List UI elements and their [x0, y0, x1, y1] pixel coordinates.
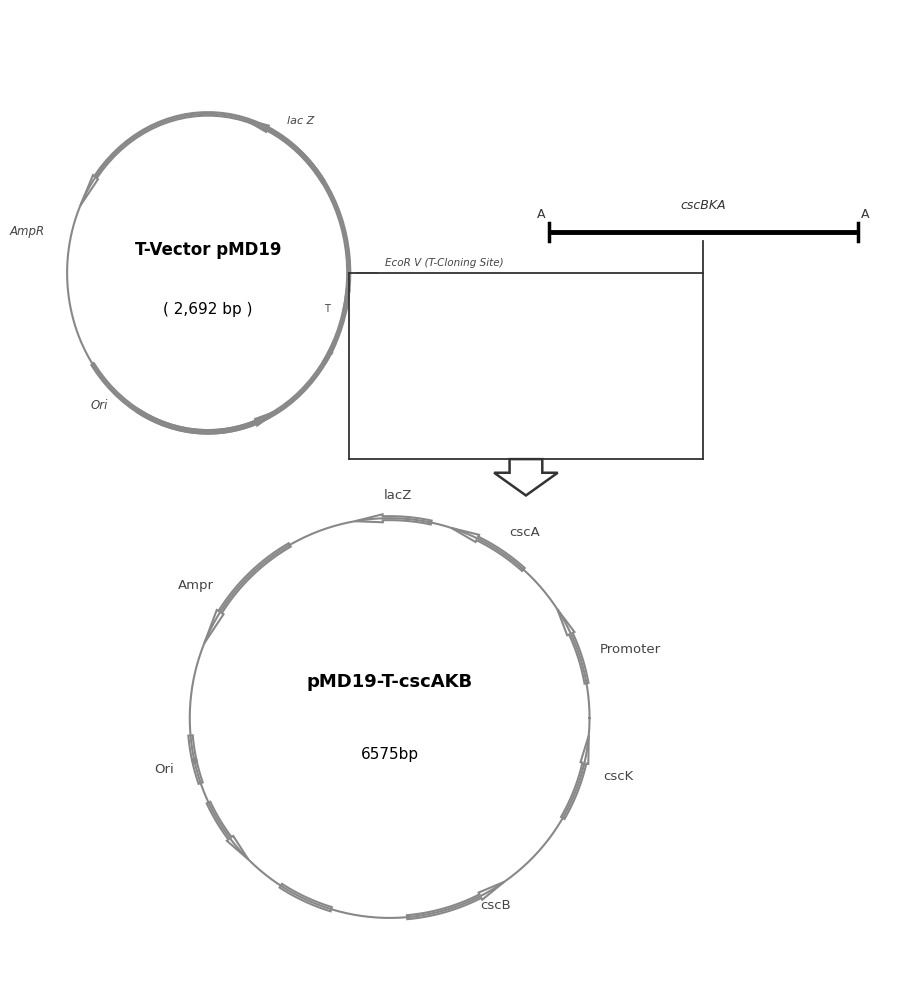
Text: cscBKA: cscBKA [680, 199, 726, 212]
Text: A: A [537, 208, 545, 221]
Text: Ori: Ori [154, 763, 174, 776]
Text: lacZ: lacZ [384, 489, 412, 502]
Text: T-Vector pMD19: T-Vector pMD19 [135, 241, 281, 259]
Text: AmpR: AmpR [9, 225, 44, 238]
Text: cscB: cscB [481, 899, 511, 912]
Text: Promoter: Promoter [600, 643, 661, 656]
Text: cscK: cscK [603, 770, 633, 783]
Text: A: A [860, 208, 869, 221]
Text: 6575bp: 6575bp [361, 747, 419, 762]
Text: EcoR V (T-Cloning Site): EcoR V (T-Cloning Site) [386, 258, 504, 268]
Text: cscA: cscA [509, 526, 540, 539]
Text: Ori: Ori [91, 399, 108, 412]
Text: Ampr: Ampr [178, 579, 214, 592]
Text: ( 2,692 bp ): ( 2,692 bp ) [163, 302, 252, 317]
Text: lac Z: lac Z [287, 116, 315, 126]
Text: T: T [324, 304, 330, 314]
Text: pMD19-T-cscAKB: pMD19-T-cscAKB [307, 673, 473, 691]
